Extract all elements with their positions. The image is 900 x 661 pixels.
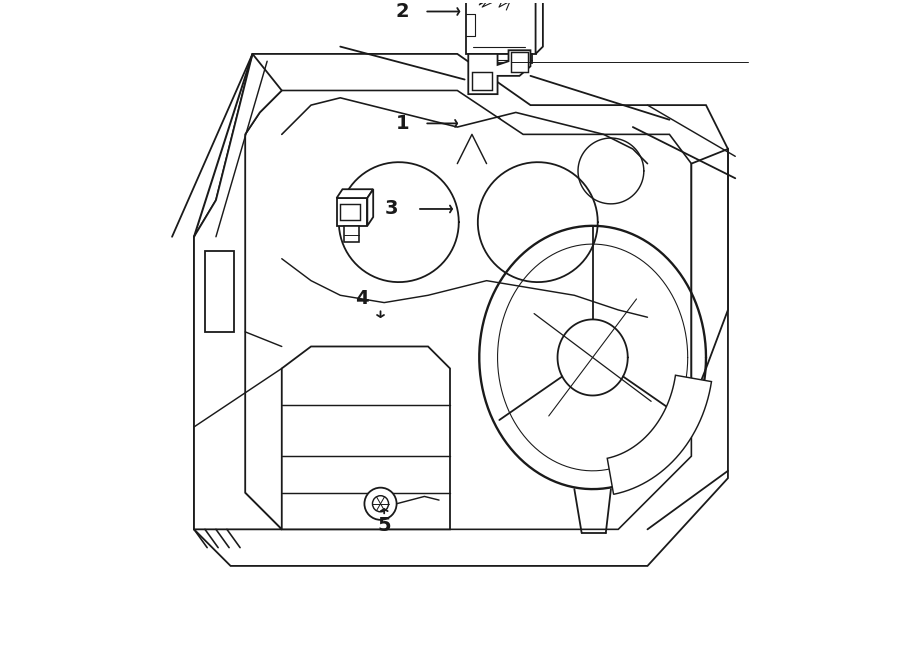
Polygon shape	[446, 139, 459, 190]
Polygon shape	[466, 0, 536, 54]
Polygon shape	[205, 251, 234, 332]
Text: 3: 3	[384, 200, 398, 219]
Polygon shape	[459, 143, 518, 202]
Polygon shape	[691, 149, 728, 405]
Polygon shape	[282, 346, 450, 529]
Circle shape	[364, 488, 397, 520]
Circle shape	[373, 496, 389, 512]
Polygon shape	[446, 161, 459, 183]
Polygon shape	[245, 91, 691, 529]
Polygon shape	[510, 52, 528, 72]
Polygon shape	[472, 72, 491, 91]
Polygon shape	[367, 189, 374, 226]
Polygon shape	[340, 204, 360, 220]
Polygon shape	[194, 54, 282, 529]
Polygon shape	[194, 54, 728, 566]
Polygon shape	[470, 118, 507, 143]
Text: 2: 2	[396, 2, 410, 21]
Polygon shape	[455, 202, 525, 235]
Polygon shape	[337, 198, 367, 226]
Text: 1: 1	[396, 114, 410, 133]
Polygon shape	[337, 189, 374, 198]
Polygon shape	[470, 54, 532, 63]
Polygon shape	[608, 375, 712, 494]
Polygon shape	[536, 0, 543, 54]
Text: 5: 5	[377, 516, 391, 535]
Polygon shape	[468, 50, 530, 94]
Text: 4: 4	[356, 290, 369, 309]
Polygon shape	[344, 226, 358, 242]
